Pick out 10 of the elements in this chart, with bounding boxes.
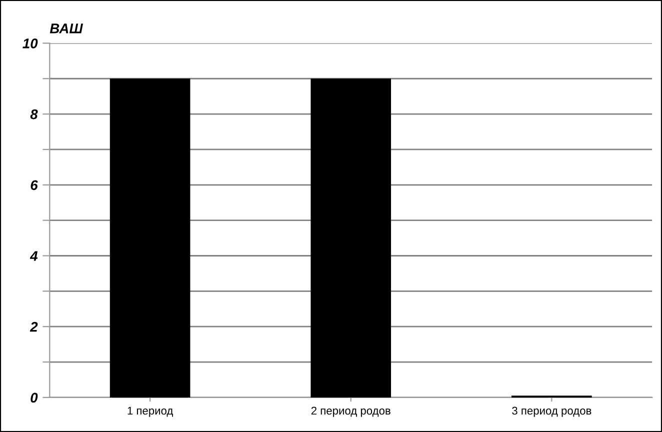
x-tick-label: 3 период родов xyxy=(512,406,592,417)
y-tick-label: 2 xyxy=(30,322,38,332)
y-tick-label: 8 xyxy=(30,109,38,120)
y-tick-label: 10 xyxy=(22,38,38,48)
y-axis-title: ВАШ xyxy=(50,24,84,34)
y-tick-label: 4 xyxy=(30,251,38,261)
x-tick-label: 1 период xyxy=(128,406,173,417)
x-tick-label: 2 период родов xyxy=(311,406,390,417)
y-tick-label: 6 xyxy=(30,180,38,190)
y-tick-label: 0 xyxy=(30,392,38,403)
